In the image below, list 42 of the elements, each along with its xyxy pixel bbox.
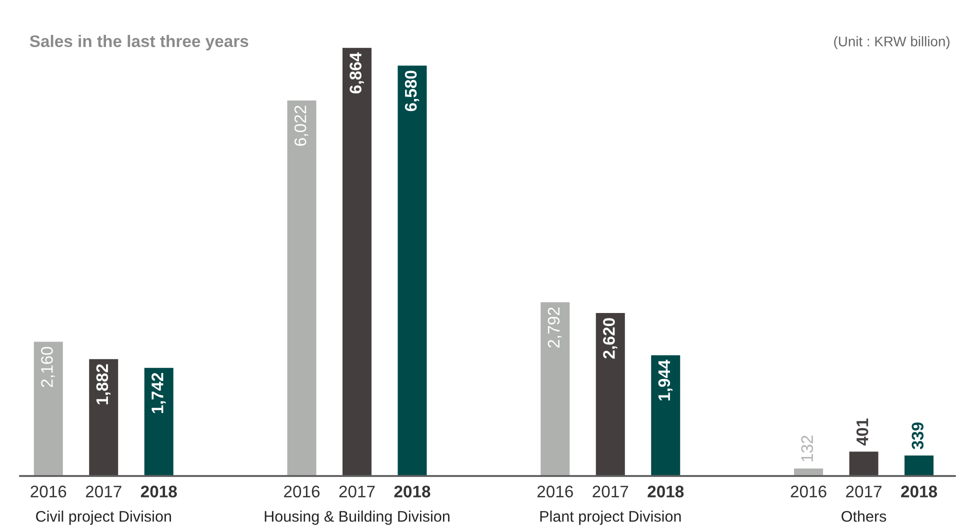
series-label: 2016 <box>30 486 66 498</box>
text: 2017 <box>86 486 122 498</box>
text: 2018 <box>648 486 684 498</box>
data-label: 1,742 <box>152 372 166 413</box>
bar <box>32 340 64 476</box>
annotation: (Unit : KRW billion) <box>834 36 950 50</box>
bar <box>142 366 175 476</box>
text: 2016 <box>790 486 826 498</box>
text: 2017 <box>592 486 628 498</box>
bar <box>396 64 428 476</box>
bar <box>848 450 880 476</box>
data-label: 2,160 <box>41 346 55 388</box>
data-label: 339 <box>912 422 924 450</box>
x-tick-label: Plant project Division <box>540 510 681 525</box>
bar <box>539 300 572 476</box>
x-tick-label: Others <box>842 510 886 522</box>
text: 2017 <box>339 486 375 498</box>
text: 2018 <box>394 486 430 498</box>
data-label: 1,944 <box>658 360 673 400</box>
bar <box>88 358 120 476</box>
data-label: 132 <box>801 436 814 462</box>
bar <box>650 354 682 476</box>
x-tick-label: Civil project Division <box>36 510 171 525</box>
bar <box>903 454 935 476</box>
chart-title: Sales in the last three years <box>30 34 248 50</box>
data-label: 6,580 <box>404 70 420 112</box>
data-label: 1,882 <box>96 364 111 404</box>
series-label: 2018 <box>140 486 177 498</box>
bar <box>286 99 318 476</box>
data-label: 2,620 <box>603 318 618 359</box>
text: 2016 <box>537 486 573 498</box>
bar <box>792 467 824 476</box>
bar <box>341 46 373 476</box>
data-label: 6,022 <box>294 106 308 146</box>
text: 2016 <box>284 486 320 498</box>
bar <box>594 312 626 476</box>
data-label: 6,864 <box>350 52 364 94</box>
data-label: 2,792 <box>548 308 562 348</box>
text: 2018 <box>901 486 938 498</box>
x-tick-label: Housing & Building Division <box>264 510 450 525</box>
series-label: 2017 <box>846 486 882 498</box>
data-label: 401 <box>856 418 868 446</box>
